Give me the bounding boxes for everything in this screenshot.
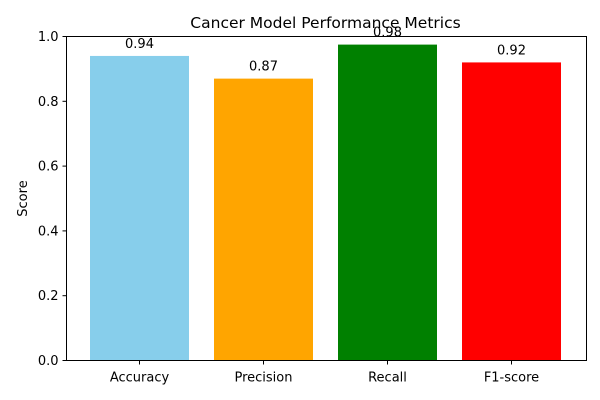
x-axis-ticks: Accuracy Precision Recall F1-score — [110, 360, 539, 386]
value-label: 0.92 — [497, 43, 526, 58]
y-tick-label: 0.4 — [38, 224, 59, 239]
x-tick-label: Accuracy — [110, 371, 170, 386]
x-tick-label: Precision — [234, 371, 292, 386]
x-tick-label: Recall — [368, 371, 407, 386]
y-tick-label: 0.6 — [38, 160, 59, 175]
y-axis-label: Score — [16, 180, 31, 216]
bar-f1-score — [462, 62, 561, 361]
chart-title: Cancer Model Performance Metrics — [190, 14, 460, 32]
y-tick-label: 0.2 — [38, 289, 59, 304]
y-tick-label: 0.0 — [38, 354, 59, 369]
value-label: 0.87 — [249, 60, 278, 75]
bar-accuracy — [90, 55, 189, 361]
plot-frame — [66, 36, 587, 361]
bar-precision — [214, 78, 313, 361]
y-tick-label: 1.0 — [38, 30, 59, 45]
y-tick-label: 0.8 — [38, 95, 59, 110]
bar-recall — [338, 44, 437, 361]
value-label: 0.98 — [373, 26, 402, 41]
value-label: 0.94 — [125, 37, 154, 52]
x-tick-label: F1-score — [484, 371, 539, 386]
y-axis-ticks: 0.0 0.2 0.4 0.6 0.8 1.0 — [38, 30, 67, 369]
bars-layer — [90, 44, 561, 361]
